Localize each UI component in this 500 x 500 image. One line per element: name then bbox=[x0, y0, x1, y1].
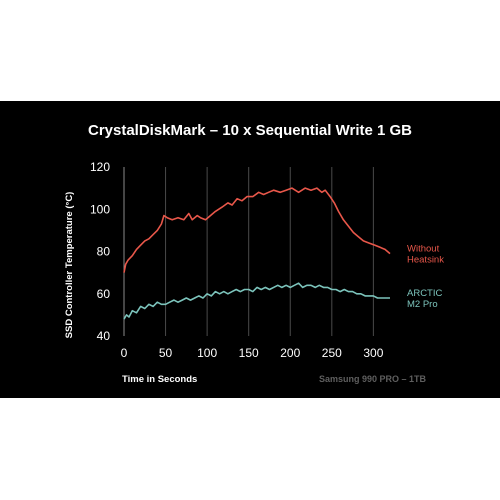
series-line bbox=[123, 282, 390, 320]
x-tick-label: 150 bbox=[239, 346, 259, 360]
series-label: M2 Pro bbox=[407, 299, 438, 310]
series-label: Heatsink bbox=[407, 255, 444, 266]
series-label: ARCTIC bbox=[407, 288, 443, 299]
temperature-line-chart: CrystalDiskMark – 10 x Sequential Write … bbox=[64, 122, 444, 385]
y-axis: 40 60 80 100 120 bbox=[90, 160, 110, 343]
x-tick-label: 100 bbox=[197, 346, 217, 360]
y-tick-label: 80 bbox=[97, 245, 111, 259]
x-axis: 0 50 100 150 200 250 300 bbox=[121, 346, 384, 360]
y-tick-label: 120 bbox=[90, 160, 110, 174]
series-lines bbox=[123, 187, 391, 320]
x-tick-label: 250 bbox=[322, 346, 342, 360]
chart-panel: CrystalDiskMark – 10 x Sequential Write … bbox=[0, 101, 500, 398]
x-tick-label: 0 bbox=[121, 346, 128, 360]
y-tick-label: 60 bbox=[97, 287, 111, 301]
source-note: Samsung 990 PRO – 1TB bbox=[319, 374, 427, 384]
chart-title: CrystalDiskMark – 10 x Sequential Write … bbox=[88, 122, 412, 139]
x-axis-label: Time in Seconds bbox=[122, 374, 197, 385]
grid bbox=[123, 167, 374, 336]
y-tick-label: 100 bbox=[90, 202, 110, 216]
y-axis-label: SSD Controller Temperature (°C) bbox=[64, 192, 75, 339]
series-label: Without bbox=[407, 244, 440, 255]
x-tick-label: 50 bbox=[159, 346, 173, 360]
series-line bbox=[123, 187, 391, 273]
x-tick-label: 200 bbox=[280, 346, 300, 360]
x-tick-label: 300 bbox=[363, 346, 383, 360]
y-tick-label: 40 bbox=[97, 329, 111, 343]
